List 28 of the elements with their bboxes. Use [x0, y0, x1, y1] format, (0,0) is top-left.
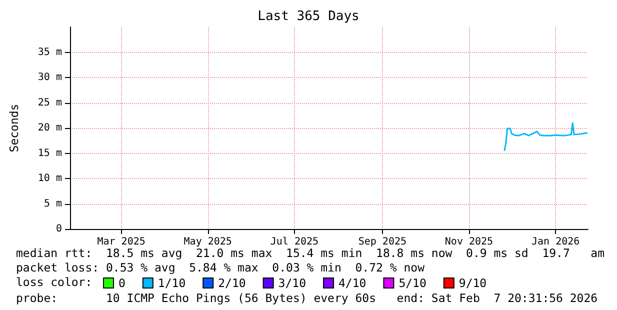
y-tick-label: 30 m [38, 72, 62, 83]
legend-label: 5/10 [398, 276, 426, 290]
text: loss color: [16, 275, 92, 289]
legend-label: 1/10 [158, 276, 186, 290]
x-tick-label: Jan 2026 [531, 236, 580, 248]
x-tick-label: Nov 2025 [444, 236, 494, 248]
legend-label: 4/10 [338, 276, 366, 290]
x-tick-label: May 2025 [184, 236, 232, 248]
text: median rtt: 18.5 ms avg 21.0 ms max 15.4 ms min 18.8 ms now 0.9 ms sd 19.7 am [16, 246, 605, 260]
y-tick-label: 20 m [38, 122, 62, 134]
x-tick-label: Sep 2025 [358, 236, 407, 248]
text: packet loss: 0.53 % avg 5.84 % max 0.03 % min 0.72 % now [16, 260, 425, 274]
legend-label: 9/10 [458, 276, 487, 290]
y-tick-label: 0 [56, 224, 62, 234]
legend-label: 3/10 [278, 276, 306, 290]
y-tick-label: 15 m [38, 148, 62, 159]
y-tick-label: 25 m [38, 97, 62, 108]
line-series [504, 122, 588, 151]
text: probe: 10 ICMP Echo Pings (56 Bytes) every 60s end: Sat Feb 7 20:31:56 2026 [16, 291, 598, 305]
x-tick-label: Jul 2025 [270, 236, 319, 248]
x-tick-label: Mar 2025 [97, 236, 146, 248]
y-tick-label: 35 m [38, 46, 62, 58]
chart-title: Last 365 Days [258, 9, 360, 24]
y-axis-title: Seconds [7, 104, 21, 152]
legend-label: 2/10 [218, 276, 246, 290]
y-tick-label: 10 m [38, 173, 62, 184]
y-tick-label: 5 m [44, 198, 62, 210]
legend-label: 0 [118, 276, 126, 290]
